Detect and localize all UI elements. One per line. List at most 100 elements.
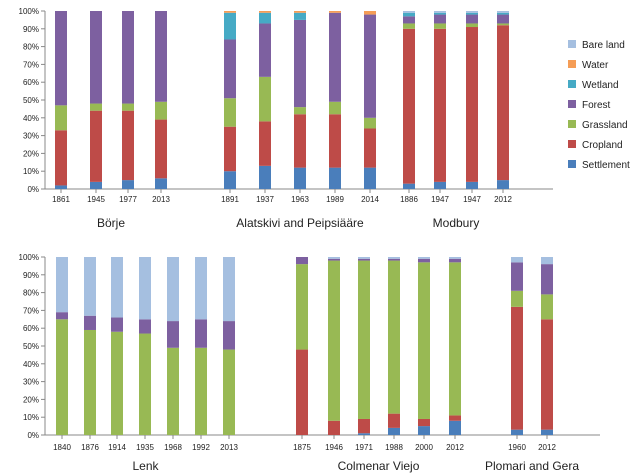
bar-segment-forest xyxy=(167,321,179,348)
y-tick-label: 50% xyxy=(23,96,39,105)
bar-segment-water xyxy=(224,11,236,13)
bar-segment-wetland xyxy=(497,12,509,15)
bar-segment-forest xyxy=(418,258,430,263)
bar-segment-settlement xyxy=(122,180,134,189)
bar-segment-water xyxy=(294,11,306,13)
bar-segment-cropland xyxy=(90,110,102,182)
y-tick-label: 50% xyxy=(23,342,39,351)
year-tick-label: 1945 xyxy=(87,195,105,204)
bar-segment-forest xyxy=(55,11,67,106)
bar-segment-grassland xyxy=(111,331,123,435)
legend-label-settlement: Settlement xyxy=(582,160,630,171)
bar-segment-forest xyxy=(434,14,446,24)
year-tick-label: 1935 xyxy=(136,443,154,452)
bar-segment-bare-land xyxy=(497,11,509,13)
bar-segment-settlement xyxy=(497,180,509,189)
bar-segment-forest xyxy=(329,12,341,102)
bar-segment-grassland xyxy=(155,101,167,120)
bar-segment-bare-land xyxy=(111,257,123,318)
year-tick-label: 1971 xyxy=(355,443,373,452)
year-tick-label: 2014 xyxy=(361,195,379,204)
bar-segment-grassland xyxy=(259,76,271,122)
bar-segment-cropland xyxy=(497,25,509,181)
bar-segment-settlement xyxy=(329,167,341,189)
bar-segment-forest xyxy=(223,321,235,350)
bar-segment-grassland xyxy=(388,260,400,414)
bar-segment-settlement xyxy=(364,167,376,189)
legend-label-cropland: Cropland xyxy=(582,140,623,151)
bar-segment-wetland xyxy=(466,12,478,15)
bar-segment-forest xyxy=(195,319,207,348)
legend: Bare land Water Wetland Forest Grassland Crop… xyxy=(568,40,630,171)
bar-segment-grassland xyxy=(466,23,478,28)
legend-swatch-cropland xyxy=(568,140,576,148)
site-label-lenk: Lenk xyxy=(132,459,159,473)
bar-segment-wetland xyxy=(224,12,236,40)
bar-segment-bare-land xyxy=(84,257,96,316)
bar-segment-bare-land xyxy=(56,257,68,313)
bottom-chart-panel: 0% 10% 20% 30% 40% 50% 60% 70% 80% 90% 100% 1840 187… xyxy=(19,253,600,473)
year-tick-label: 1963 xyxy=(291,195,309,204)
bar-segment-grassland xyxy=(167,347,179,435)
legend-label-wetland: Wetland xyxy=(582,80,619,91)
y-tick-label: 80% xyxy=(23,289,39,298)
y-tick-label: 0% xyxy=(27,431,39,440)
bar-segment-forest xyxy=(139,319,151,334)
bar-segment-cropland xyxy=(434,28,446,182)
bar-segment-forest xyxy=(511,262,523,291)
bar-segment-bare-land xyxy=(466,11,478,13)
year-tick-label: 2012 xyxy=(446,443,464,452)
year-tick-label: 2013 xyxy=(220,443,238,452)
y-tick-label: 40% xyxy=(23,114,39,123)
bar-segment-bare-land xyxy=(223,257,235,322)
y-tick-label: 20% xyxy=(23,149,39,158)
year-tick-label: 1886 xyxy=(400,195,418,204)
bar-segment-settlement xyxy=(418,426,430,435)
bar-segment-settlement xyxy=(434,181,446,189)
bar-segment-forest xyxy=(84,315,96,330)
bar-segment-cropland xyxy=(511,306,523,430)
bar-segment-forest xyxy=(56,312,68,320)
year-tick-label: 1914 xyxy=(108,443,126,452)
y-tick-label: 90% xyxy=(23,25,39,34)
bar-segment-cropland xyxy=(418,418,430,427)
year-tick-label: 1875 xyxy=(293,443,311,452)
bar-segment-settlement xyxy=(294,167,306,189)
bar-segment-cropland xyxy=(224,126,236,172)
bar-segment-grassland xyxy=(294,107,306,115)
y-tick-label: 70% xyxy=(23,60,39,69)
y-tick-label: 90% xyxy=(23,271,39,280)
bar-segment-grassland xyxy=(364,117,376,129)
year-tick-label: 1968 xyxy=(164,443,182,452)
bar-segment-cropland xyxy=(155,119,167,179)
year-tick-label: 2000 xyxy=(415,443,433,452)
bar-segment-cropland xyxy=(329,114,341,168)
legend-swatch-wetland xyxy=(568,80,576,88)
bar-segment-forest xyxy=(111,317,123,332)
y-tick-label: 30% xyxy=(23,132,39,141)
bar-segment-settlement xyxy=(155,178,167,189)
bar-segment-wetland xyxy=(259,12,271,24)
legend-swatch-grassland xyxy=(568,120,576,128)
y-tick-label: 60% xyxy=(23,78,39,87)
year-tick-label: 1960 xyxy=(508,443,526,452)
y-tick-label: 0% xyxy=(27,185,39,194)
bar-segment-grassland xyxy=(223,349,235,435)
bar-segment-grassland xyxy=(541,294,553,320)
bar-segment-forest xyxy=(296,257,308,265)
year-tick-label: 1992 xyxy=(192,443,210,452)
bar-segment-forest xyxy=(388,258,400,261)
site-label-plomari-and-gera: Plomari and Gera xyxy=(485,459,579,473)
bar-segment-cropland xyxy=(328,420,340,435)
bar-segment-grassland xyxy=(497,23,509,26)
legend-label-water: Water xyxy=(582,60,609,71)
bar-segment-cropland xyxy=(449,415,461,421)
bar-segment-forest xyxy=(122,11,134,104)
y-tick-label: 100% xyxy=(19,253,39,262)
bar-segment-grassland xyxy=(296,264,308,350)
bar-segment-settlement xyxy=(449,420,461,435)
legend-label-grassland: Grassland xyxy=(582,120,628,131)
bar-segment-water xyxy=(329,11,341,13)
year-tick-label: 1947 xyxy=(463,195,481,204)
